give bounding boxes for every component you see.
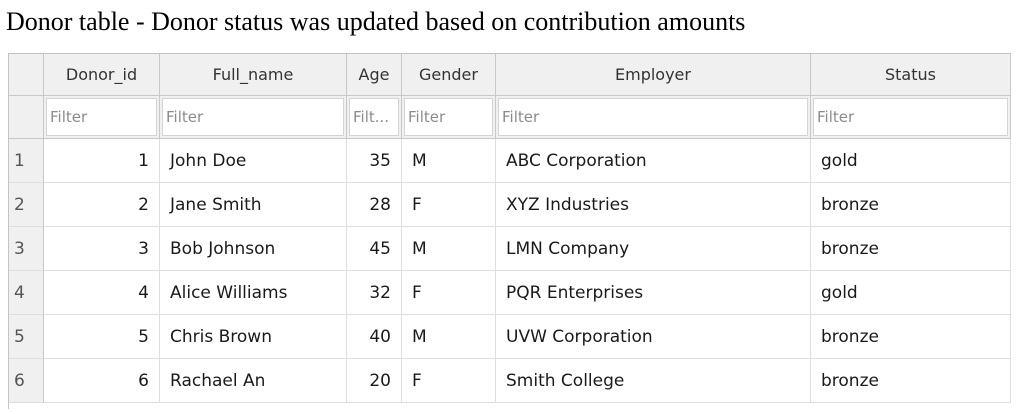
row-number[interactable]: 1: [9, 139, 44, 183]
cell-gender[interactable]: F: [402, 359, 496, 403]
table-row[interactable]: 2 2 Jane Smith 28 F XYZ Industries bronz…: [9, 183, 1011, 227]
cell-status[interactable]: bronze: [811, 183, 1011, 227]
filter-input-status[interactable]: [813, 98, 1008, 136]
table-row[interactable]: 4 4 Alice Williams 32 F PQR Enterprises …: [9, 271, 1011, 315]
column-header-status[interactable]: Status: [811, 54, 1011, 96]
cell-employer[interactable]: LMN Company: [496, 227, 811, 271]
filter-cell-status: [811, 96, 1011, 139]
cell-gender[interactable]: M: [402, 227, 496, 271]
cell-employer[interactable]: Smith College: [496, 359, 811, 403]
filter-cell-gender: [402, 96, 496, 139]
filter-input-gender[interactable]: [404, 98, 493, 136]
cell-age[interactable]: 32: [347, 271, 402, 315]
cell-full-name[interactable]: John Doe: [160, 139, 347, 183]
row-number[interactable]: 2: [9, 183, 44, 227]
filter-cell-donor-id: [44, 96, 160, 139]
table-row[interactable]: 5 5 Chris Brown 40 M UVW Corporation bro…: [9, 315, 1011, 359]
donor-table: Donor_id Full_name Age Gender Employer S…: [8, 53, 1011, 409]
cell-gender[interactable]: M: [402, 139, 496, 183]
column-header-donor-id[interactable]: Donor_id: [44, 54, 160, 96]
cell-employer[interactable]: XYZ Industries: [496, 183, 811, 227]
table-caption: Donor table - Donor status was updated b…: [6, 7, 746, 36]
filter-input-full-name[interactable]: [162, 98, 344, 136]
filter-input-age[interactable]: [349, 98, 399, 136]
column-header-age[interactable]: Age: [347, 54, 402, 96]
row-number[interactable]: 5: [9, 315, 44, 359]
filter-row: [9, 96, 1011, 139]
cell-age[interactable]: 28: [347, 183, 402, 227]
cell-donor-id[interactable]: 1: [44, 139, 160, 183]
column-header-employer[interactable]: Employer: [496, 54, 811, 96]
row-number[interactable]: 4: [9, 271, 44, 315]
cell-employer[interactable]: PQR Enterprises: [496, 271, 811, 315]
filter-input-employer[interactable]: [498, 98, 808, 136]
filter-corner-cell: [9, 96, 44, 139]
cell-age[interactable]: 35: [347, 139, 402, 183]
cell-donor-id[interactable]: 6: [44, 359, 160, 403]
cell-gender[interactable]: M: [402, 315, 496, 359]
filter-cell-full-name: [160, 96, 347, 139]
cell-age[interactable]: 40: [347, 315, 402, 359]
table-row[interactable]: 3 3 Bob Johnson 45 M LMN Company bronze: [9, 227, 1011, 271]
cell-employer[interactable]: ABC Corporation: [496, 139, 811, 183]
table-row[interactable]: 1 1 John Doe 35 M ABC Corporation gold: [9, 139, 1011, 183]
column-header-full-name[interactable]: Full_name: [160, 54, 347, 96]
cell-gender[interactable]: F: [402, 271, 496, 315]
cell-status[interactable]: gold: [811, 139, 1011, 183]
cell-full-name[interactable]: Alice Williams: [160, 271, 347, 315]
corner-cell: [9, 54, 44, 96]
cell-status[interactable]: bronze: [811, 315, 1011, 359]
header-row: Donor_id Full_name Age Gender Employer S…: [9, 54, 1011, 96]
row-number[interactable]: 6: [9, 359, 44, 403]
cell-gender[interactable]: F: [402, 183, 496, 227]
cell-employer[interactable]: UVW Corporation: [496, 315, 811, 359]
cell-age[interactable]: 20: [347, 359, 402, 403]
cell-donor-id[interactable]: 5: [44, 315, 160, 359]
filter-input-donor-id[interactable]: [46, 98, 157, 136]
row-number[interactable]: 3: [9, 227, 44, 271]
cell-status[interactable]: bronze: [811, 227, 1011, 271]
filter-cell-age: [347, 96, 402, 139]
cell-full-name[interactable]: Rachael An: [160, 359, 347, 403]
cell-full-name[interactable]: Jane Smith: [160, 183, 347, 227]
cell-donor-id[interactable]: 3: [44, 227, 160, 271]
cell-status[interactable]: bronze: [811, 359, 1011, 403]
cell-age[interactable]: 45: [347, 227, 402, 271]
cell-donor-id[interactable]: 2: [44, 183, 160, 227]
cell-donor-id[interactable]: 4: [44, 271, 160, 315]
cell-full-name[interactable]: Bob Johnson: [160, 227, 347, 271]
cell-full-name[interactable]: Chris Brown: [160, 315, 347, 359]
filter-cell-employer: [496, 96, 811, 139]
column-header-gender[interactable]: Gender: [402, 54, 496, 96]
cell-status[interactable]: gold: [811, 271, 1011, 315]
table-row[interactable]: 6 6 Rachael An 20 F Smith College bronze: [9, 359, 1011, 403]
